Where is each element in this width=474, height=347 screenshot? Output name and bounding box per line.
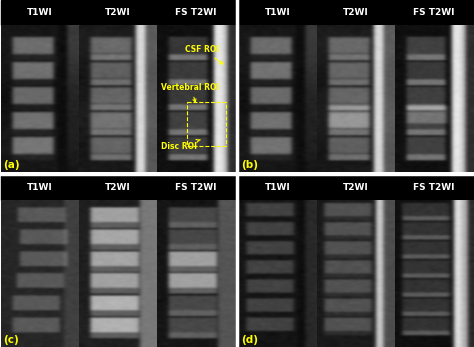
Text: Vertebral ROI: Vertebral ROI xyxy=(162,83,220,102)
Bar xyxy=(187,102,226,146)
Text: (a): (a) xyxy=(3,160,20,170)
Text: CSF ROI: CSF ROI xyxy=(185,45,223,64)
Text: T1WI: T1WI xyxy=(27,183,53,192)
Text: (d): (d) xyxy=(241,335,258,345)
Text: T2WI: T2WI xyxy=(105,183,131,192)
Text: T2WI: T2WI xyxy=(105,8,131,17)
Text: FS T2WI: FS T2WI xyxy=(413,183,455,192)
Text: T1WI: T1WI xyxy=(265,183,291,192)
Text: (b): (b) xyxy=(241,160,258,170)
Text: T2WI: T2WI xyxy=(343,8,369,17)
Text: Disc ROI: Disc ROI xyxy=(162,139,201,151)
Text: FS T2WI: FS T2WI xyxy=(413,8,455,17)
Text: T2WI: T2WI xyxy=(343,183,369,192)
Text: FS T2WI: FS T2WI xyxy=(175,183,217,192)
Text: FS T2WI: FS T2WI xyxy=(175,8,217,17)
Text: T1WI: T1WI xyxy=(265,8,291,17)
Text: (c): (c) xyxy=(3,335,19,345)
Text: T1WI: T1WI xyxy=(27,8,53,17)
